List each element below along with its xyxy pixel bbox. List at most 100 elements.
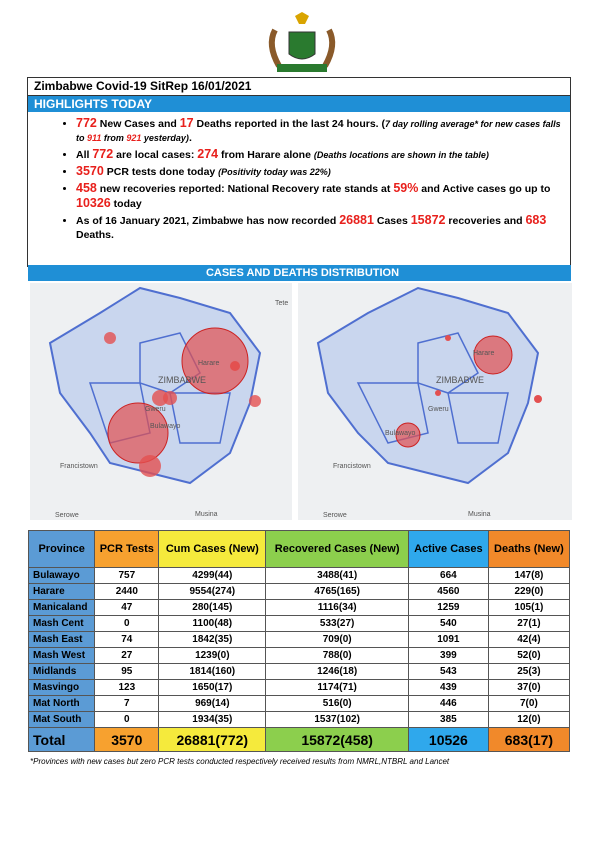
total-row: Total 3570 26881(772) 15872(458) 10526 683(17… [27, 727, 571, 752]
total-cell: Total [27, 727, 96, 752]
header-cell: PCR Tests [94, 530, 160, 568]
bullet-text: from [101, 133, 127, 143]
table-cell: 27(1) [487, 615, 571, 632]
table-cell: 757 [94, 567, 160, 584]
map-label: Francistown [60, 463, 98, 470]
bullet-text: 921 [126, 133, 142, 143]
table-cell: Mash East [27, 631, 96, 648]
table-cell: 1239(0) [158, 647, 267, 664]
table-cell: 3488(41) [265, 567, 409, 584]
bullet-text: 59% [393, 181, 419, 195]
table-cell: 52(0) [487, 647, 571, 664]
table-cell: 1100(48) [158, 615, 267, 632]
table-cell: 0 [94, 615, 160, 632]
section-bar: HIGHLIGHTS TODAY [28, 96, 570, 112]
table-cell: 47 [94, 599, 160, 616]
bullet-text: 26881 [339, 213, 374, 227]
bullet-text: PCR tests done today [103, 166, 219, 178]
bullet: 772 New Cases and 17 Deaths reported in … [76, 116, 570, 145]
table-cell: 4765(165) [265, 583, 409, 600]
bullet-text: 10326 [76, 196, 111, 210]
total-cell: 10526 [407, 727, 489, 752]
table-row: Mash Cent 0 1100(48) 533(27) 540 27(1) [27, 615, 571, 632]
header-cell: Cum Cases (New) [158, 530, 267, 568]
bullet-text: Deaths reported in the last 24 hours. ( [193, 118, 386, 130]
table-cell: 123 [94, 679, 160, 696]
table-cell: 7(0) [487, 695, 571, 712]
bullet-text: 7 day rolling average* for new cases fal… [76, 119, 561, 143]
bullet: 3570 PCR tests done today (Positivity to… [76, 164, 570, 179]
table-cell: 1537(102) [265, 711, 409, 728]
bullet-text: (Positivity today was 22%) [218, 167, 331, 177]
total-cell: 683(17) [487, 727, 571, 752]
table-cell: 37(0) [487, 679, 571, 696]
map-label: Musina [195, 511, 218, 518]
bullet-text: 3570 [76, 164, 104, 178]
table-cell: 105(1) [487, 599, 571, 616]
table-cell: 4299(44) [158, 567, 267, 584]
table-cell: 1814(160) [158, 663, 267, 680]
bullet-text: from Harare alone [218, 149, 314, 161]
bullet-text: New Cases and [96, 118, 180, 130]
table-cell: 229(0) [487, 583, 571, 600]
total-cell: 15872(458) [265, 727, 409, 752]
table-cell: 25(3) [487, 663, 571, 680]
data-table: Province PCR Tests Cum Cases (New) Recovere… [27, 530, 571, 752]
header-row: Province PCR Tests Cum Cases (New) Recovere… [27, 530, 571, 568]
bullet-text: 772 [92, 147, 114, 161]
table-cell: Midlands [27, 663, 96, 680]
table-cell: 664 [407, 567, 489, 584]
bullet-text: 772 [76, 116, 97, 130]
header-cell: Recovered Cases (New) [265, 530, 409, 568]
header-cell: Province [27, 530, 96, 568]
table-cell: 74 [94, 631, 160, 648]
map: ZIMBABWE Harare Bulawayo Gweru Francistown Se… [30, 283, 292, 520]
map-label: Francistown [333, 463, 371, 470]
table-cell: 27 [94, 647, 160, 664]
bullet-text: yesterday) [141, 133, 189, 143]
bullet-text: new recoveries reported: National Recove… [96, 183, 394, 195]
map: ZIMBABWE Harare Bulawayo Gweru Francistown Se… [298, 283, 572, 520]
map-label: Musina [468, 511, 491, 518]
map-label: Tete [275, 300, 288, 307]
table-cell: Mat North [27, 695, 96, 712]
map-label: Harare [198, 360, 220, 367]
bullet-text: All [76, 149, 93, 161]
table-cell: Bulawayo [27, 567, 96, 584]
table-row: Manicaland 47 280(145) 1116(34) 1259 105(1) [27, 599, 571, 616]
bullet-text: and Active cases go up to [418, 183, 551, 195]
table-cell: 7 [94, 695, 160, 712]
table-row: Mat South 0 1934(35) 1537(102) 385 12(0) [27, 711, 571, 728]
bullet-text: 683 [525, 213, 547, 227]
bullet: All 772 are local cases: 274 from Harare… [76, 147, 570, 162]
table-cell: 42(4) [487, 631, 571, 648]
table-cell: 1174(71) [265, 679, 409, 696]
table-row: Mash East 74 1842(35) 709(0) 1091 42(4) [27, 631, 571, 648]
table-row: Bulawayo 757 4299(44) 3488(41) 664 147(8) [27, 567, 571, 584]
table-cell: 1091 [407, 631, 489, 648]
table-cell: 1650(17) [158, 679, 267, 696]
table-row: Masvingo 123 1650(17) 1174(71) 439 37(0) [27, 679, 571, 696]
map-label: Serowe [323, 512, 347, 519]
bullet-list: 772 New Cases and 17 Deaths reported in … [28, 116, 570, 242]
map-label: Gweru [145, 406, 166, 413]
total-cell: 26881(772) [158, 727, 267, 752]
table-cell: 2440 [94, 583, 160, 600]
table-cell: 969(14) [158, 695, 267, 712]
section-bar: CASES AND DEATHS DISTRIBUTION [28, 265, 571, 281]
table-cell: 280(145) [158, 599, 267, 616]
table-cell: 95 [94, 663, 160, 680]
header-cell: Deaths (New) [487, 530, 571, 568]
table-cell: 1934(35) [158, 711, 267, 728]
highlights-box: Zimbabwe Covid-19 SitRep 16/01/2021 HIGH… [27, 77, 571, 267]
map-label: Serowe [55, 512, 79, 519]
bullet-text: . [188, 132, 192, 144]
table-cell: 1259 [407, 599, 489, 616]
bullet-text: today [110, 198, 142, 210]
bullet-text: recoveries and [445, 215, 526, 227]
table-cell: 516(0) [265, 695, 409, 712]
table-cell: 439 [407, 679, 489, 696]
table-cell: 147(8) [487, 567, 571, 584]
table-cell: 1842(35) [158, 631, 267, 648]
